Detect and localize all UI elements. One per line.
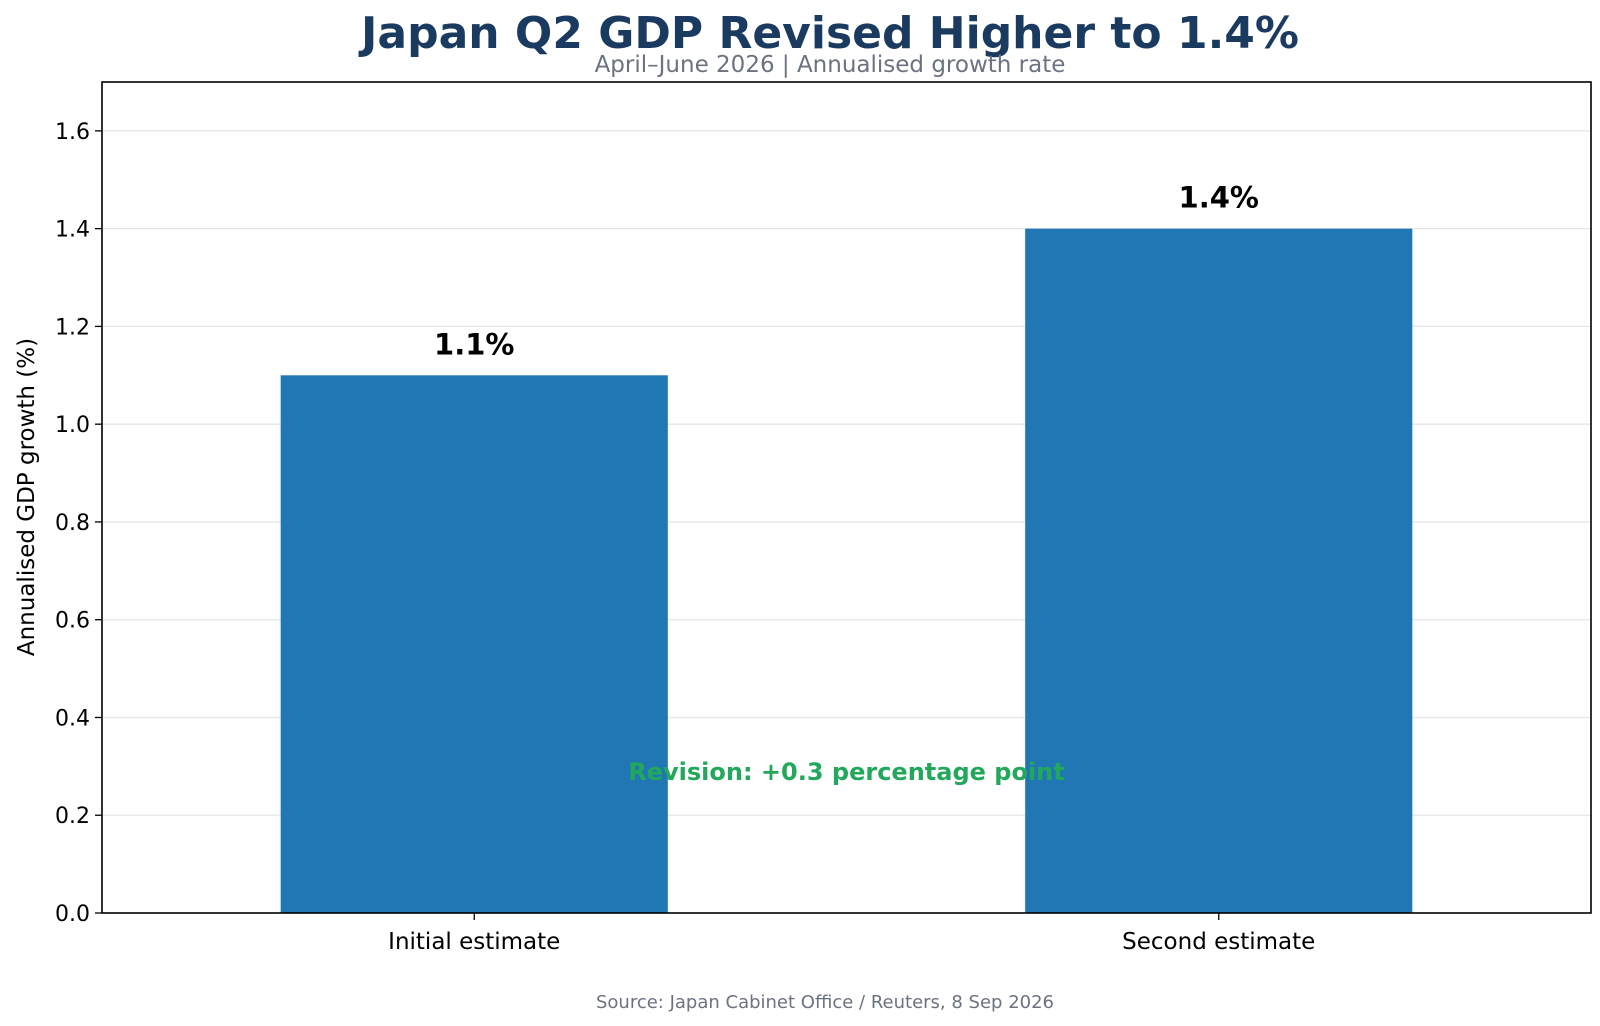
data-label: 1.4% <box>1179 181 1259 215</box>
x-tick-label: Initial estimate <box>388 929 560 955</box>
chart-source: Source: Japan Cabinet Office / Reuters, … <box>595 992 1055 1013</box>
chart-title: Japan Q2 GDP Revised Higher to 1.4% <box>361 8 1299 59</box>
y-tick-label: 1.6 <box>55 120 90 145</box>
y-tick-label: 1.4 <box>55 218 90 243</box>
data-label: 1.1% <box>434 327 514 361</box>
bar <box>280 375 668 913</box>
y-tick-label: 0.2 <box>55 804 90 829</box>
plot-frame <box>101 81 1592 914</box>
y-axis-label: Annualised GDP growth (%) <box>14 338 40 656</box>
bars <box>280 228 1413 913</box>
y-tick-label: 0.6 <box>55 609 90 634</box>
chart-subtitle: April–June 2026 | Annualised growth rate <box>594 52 1066 78</box>
y-tick-label: 0.8 <box>55 511 90 536</box>
y-axis: 0.0 0.2 0.4 0.6 0.8 1.0 1.2 1.4 1.6 <box>55 120 102 927</box>
y-tick-label: 1.0 <box>55 413 90 438</box>
x-axis: Initial estimate Second estimate <box>388 913 1315 955</box>
bar <box>1025 228 1413 913</box>
revision-annotation: Revision: +0.3 percentage point <box>628 758 1064 786</box>
x-tick-label: Second estimate <box>1122 929 1315 955</box>
y-tick-label: 0.4 <box>55 706 90 731</box>
y-tick-label: 1.2 <box>55 315 90 340</box>
y-tick-label: 0.0 <box>55 902 90 927</box>
data-labels: 1.1% 1.4% <box>434 181 1259 362</box>
